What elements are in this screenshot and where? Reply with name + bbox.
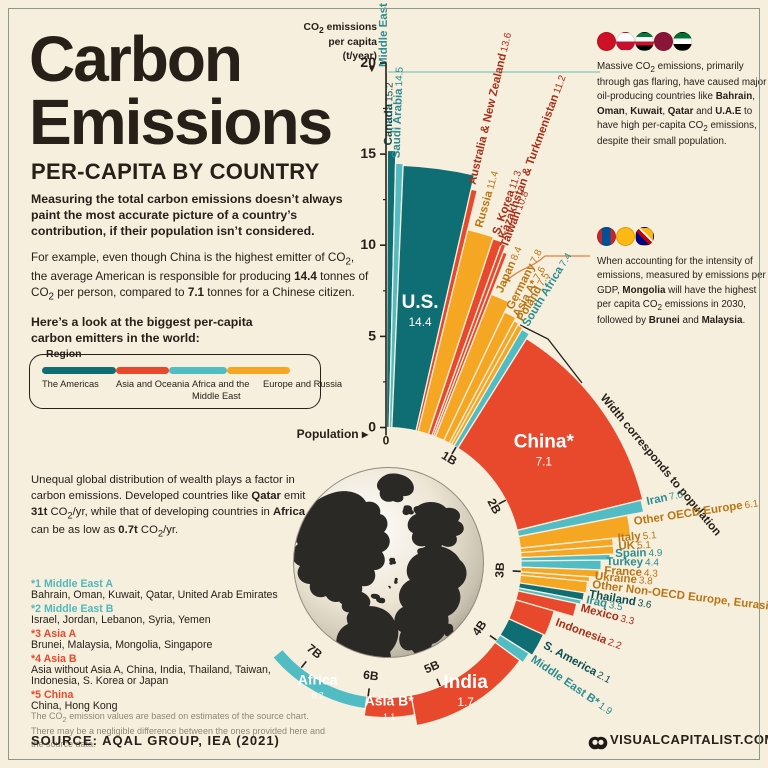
- svg-text:4B: 4B: [469, 617, 489, 638]
- svg-text:China*: China*: [514, 432, 575, 453]
- svg-text:7B: 7B: [304, 641, 325, 662]
- svg-text:15: 15: [360, 145, 376, 161]
- svg-text:20: 20: [360, 54, 376, 70]
- svg-text:5B: 5B: [422, 657, 442, 676]
- svg-text:1B: 1B: [439, 448, 460, 468]
- svg-text:Australia & New Zealand13.6: Australia & New Zealand13.6: [467, 31, 515, 186]
- svg-text:Iran7.0: Iran7.0: [645, 488, 684, 508]
- svg-text:7.1: 7.1: [536, 455, 552, 469]
- svg-text:5: 5: [368, 327, 376, 343]
- svg-text:3B: 3B: [492, 562, 507, 579]
- svg-text:India: India: [443, 672, 488, 693]
- svg-text:0: 0: [383, 434, 390, 448]
- svg-text:U.S.: U.S.: [402, 292, 439, 313]
- svg-text:6B: 6B: [362, 668, 379, 684]
- svg-text:1.7: 1.7: [457, 695, 473, 709]
- svg-text:Asia B*: Asia B*: [365, 693, 415, 709]
- svg-text:Saudi Arabia14.5: Saudi Arabia14.5: [391, 66, 406, 158]
- svg-text:Kazakhstan & Turkmenistan11.2: Kazakhstan & Turkmenistan11.2: [497, 73, 569, 241]
- svg-text:10: 10: [360, 236, 376, 252]
- svg-text:Middle East A*19.5: Middle East A*19.5: [378, 0, 390, 67]
- svg-text:0: 0: [368, 419, 376, 435]
- svg-text:0.7: 0.7: [312, 691, 324, 701]
- svg-text:Africa: Africa: [298, 672, 338, 688]
- svg-text:1.1: 1.1: [383, 712, 395, 722]
- svg-text:14.4: 14.4: [409, 315, 432, 329]
- svg-text:2B: 2B: [484, 496, 504, 516]
